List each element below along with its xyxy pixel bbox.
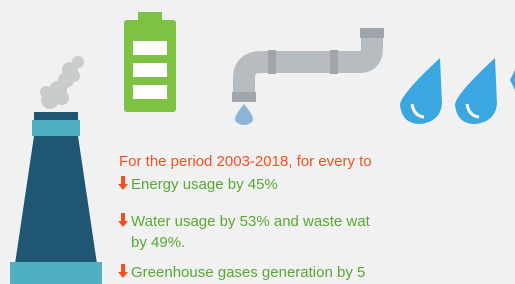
item-text: Greenhouse gases generation by 5 (131, 264, 365, 281)
intro-text: For the period 2003-2018, for every to (119, 153, 372, 170)
chimney (10, 112, 102, 284)
item-text: Energy usage by 45% (131, 176, 278, 193)
down-arrows (118, 176, 128, 278)
water-drops (400, 58, 515, 124)
item-text: by 49%. (131, 234, 185, 251)
infographic: For the period 2003-2018, for every to E… (0, 0, 515, 284)
item-text: Water usage by 53% and waste wat (131, 213, 371, 230)
battery-icon (124, 12, 176, 112)
pipe-icon (232, 28, 384, 125)
smoke (40, 56, 84, 109)
page: For the period 2003-2018, for every to E… (0, 0, 515, 284)
